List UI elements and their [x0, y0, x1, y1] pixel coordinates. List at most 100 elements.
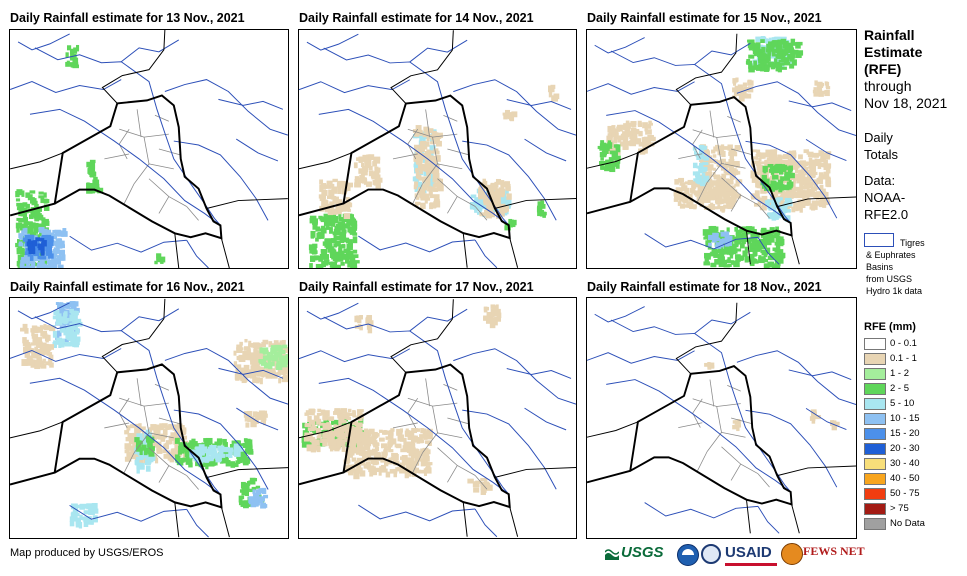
- map-panel-17-nov: [298, 297, 577, 539]
- rainfall-patch: [504, 218, 517, 231]
- country-borders: [587, 302, 856, 534]
- fews-globe-icon: [781, 543, 803, 565]
- legend-swatch: [864, 368, 886, 380]
- rainfall-patch: [308, 213, 360, 268]
- rainfall-patch: [692, 144, 710, 187]
- legend-label: 10 - 15: [890, 413, 920, 424]
- map-panel-16-nov: [9, 297, 289, 539]
- legend-label: 40 - 50: [890, 473, 920, 484]
- rainfall-patch: [243, 410, 268, 428]
- legend-swatch: [864, 353, 886, 365]
- admin-boundaries: [392, 109, 488, 221]
- legend-label: 20 - 30: [890, 443, 920, 454]
- rainfall-patch: [732, 419, 742, 432]
- panel-title: Daily Rainfall estimate for 16 Nov., 202…: [10, 280, 245, 294]
- legend-swatch: [864, 338, 886, 350]
- totals-label: Daily Totals: [864, 129, 898, 163]
- rainfall-patch: [760, 163, 795, 193]
- legend-label: > 75: [890, 503, 909, 514]
- legend-swatch: [864, 458, 886, 470]
- rainfall-patch: [248, 487, 269, 509]
- legend-swatch: [864, 383, 886, 395]
- basin-line: Tigres: [900, 238, 925, 248]
- map-panel-14-nov: [298, 29, 577, 269]
- rainfall-patch: [20, 323, 56, 370]
- rainfall-patch: [86, 159, 104, 194]
- rainfall-layer: [597, 36, 832, 268]
- rainfall-patch: [606, 120, 656, 155]
- rainfall-patch: [732, 77, 754, 102]
- sidebar-title: Rainfall Estimate (RFE) through Nov 18, …: [864, 27, 947, 112]
- rainfall-layer: [15, 44, 166, 268]
- fews-net-logo-text: FEWS NET: [803, 544, 865, 558]
- legend-label: No Data: [890, 518, 925, 529]
- legend-swatch: [864, 488, 886, 500]
- rainfall-patch: [154, 253, 166, 265]
- title-line: Rainfall: [864, 27, 915, 43]
- legend-label: 0 - 0.1: [890, 338, 917, 349]
- panel-title: Daily Rainfall estimate for 13 Nov., 202…: [10, 11, 245, 25]
- admin-boundaries: [104, 378, 199, 490]
- country-borders: [587, 33, 856, 265]
- rainfall-patch: [258, 344, 288, 371]
- country-borders: [10, 298, 288, 538]
- rainfall-patch: [343, 427, 433, 480]
- map-panel-15-nov: [586, 29, 857, 269]
- rainfall-patch: [597, 140, 621, 173]
- rainfall-patch: [809, 409, 821, 424]
- legend-swatch: [864, 443, 886, 455]
- basin-line: Basins: [866, 262, 894, 272]
- through-line: through: [864, 78, 912, 94]
- usgs-wave-icon: [605, 549, 619, 560]
- rainfall-patch: [134, 435, 155, 457]
- panel-title: Daily Rainfall estimate for 17 Nov., 202…: [299, 280, 534, 294]
- rainfall-patch: [548, 84, 560, 102]
- rainfall-patch: [189, 443, 243, 464]
- legend-title: RFE (mm): [864, 321, 916, 333]
- basin-legend-text: Tigres & Euphrates Basins from USGS Hydr…: [866, 237, 966, 297]
- legend-label: 0.1 - 1: [890, 353, 917, 364]
- rainfall-layer: [20, 301, 288, 529]
- rainfall-patch: [704, 361, 715, 370]
- usgs-logo-text: USGS: [621, 544, 664, 561]
- data-source-label: Data: NOAA- RFE2.0: [864, 172, 908, 223]
- legend-swatch: [864, 398, 886, 410]
- rainfall-patch: [483, 304, 502, 329]
- basin-rivers: [10, 302, 288, 538]
- legend-label: 50 - 75: [890, 488, 920, 499]
- basin-line: & Euphrates: [866, 250, 916, 260]
- country-borders: [299, 299, 576, 537]
- map-panel-18-nov: [586, 297, 857, 539]
- through-date: Nov 18, 2021: [864, 95, 948, 111]
- panel-title: Daily Rainfall estimate for 14 Nov., 202…: [299, 11, 534, 25]
- title-line: (RFE): [864, 61, 902, 77]
- rainfall-patch: [745, 38, 804, 73]
- map-credit: Map produced by USGS/EROS: [10, 547, 164, 559]
- data-source-line: RFE2.0: [864, 207, 909, 222]
- title-line: Estimate: [864, 44, 923, 60]
- rainfall-patch: [26, 237, 47, 256]
- legend-swatch: [864, 428, 886, 440]
- legend-swatch: [864, 473, 886, 485]
- rainfall-patch: [353, 154, 383, 189]
- rainfall-patch: [536, 200, 547, 218]
- rainfall-layer: [704, 361, 840, 432]
- map-panel-13-nov: [9, 29, 289, 269]
- legend-swatch: [864, 413, 886, 425]
- legend-label: 15 - 20: [890, 428, 920, 439]
- basin-rivers: [299, 302, 576, 538]
- totals-line: Daily: [864, 130, 893, 145]
- legend-swatch: [864, 518, 886, 530]
- legend-label: 2 - 5: [890, 383, 910, 394]
- legend-label: 5 - 10: [890, 398, 915, 409]
- totals-line: Totals: [864, 147, 898, 162]
- admin-boundaries: [678, 379, 770, 488]
- basin-line: from USGS: [866, 274, 913, 284]
- admin-boundaries: [392, 378, 488, 490]
- dhs-seal-icon: [701, 544, 721, 564]
- legend-label: 1 - 2: [890, 368, 910, 379]
- admin-boundaries: [678, 110, 770, 219]
- admin-boundaries: [104, 109, 199, 221]
- data-source-line: NOAA-: [864, 190, 906, 205]
